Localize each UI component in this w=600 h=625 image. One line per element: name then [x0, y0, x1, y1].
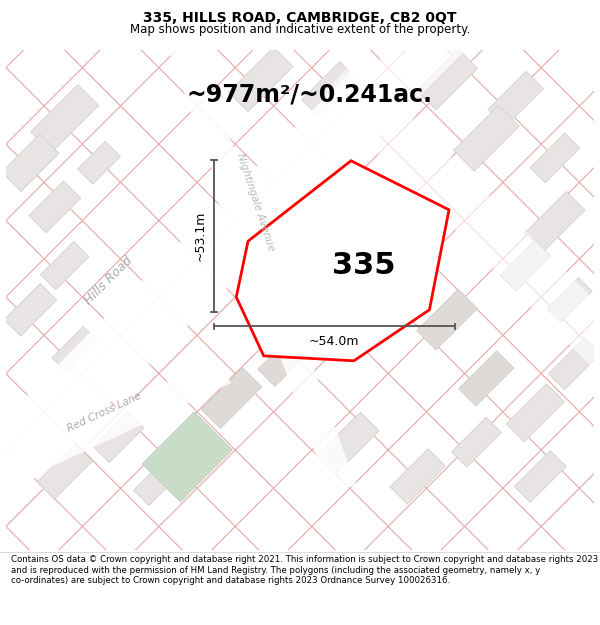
- Text: Red Cross Lane: Red Cross Lane: [65, 391, 143, 434]
- Polygon shape: [500, 241, 551, 291]
- Polygon shape: [452, 418, 502, 467]
- Text: Hills Road: Hills Road: [82, 254, 136, 307]
- Text: 335, HILLS ROAD, CAMBRIDGE, CB2 0QT: 335, HILLS ROAD, CAMBRIDGE, CB2 0QT: [143, 11, 457, 25]
- Polygon shape: [2, 134, 59, 191]
- Polygon shape: [77, 141, 121, 184]
- Polygon shape: [40, 241, 89, 290]
- Polygon shape: [454, 105, 519, 171]
- Polygon shape: [370, 258, 426, 313]
- Polygon shape: [488, 71, 544, 127]
- Polygon shape: [458, 351, 514, 406]
- Polygon shape: [314, 206, 374, 267]
- Polygon shape: [319, 412, 379, 472]
- Polygon shape: [525, 191, 585, 252]
- Polygon shape: [4, 284, 57, 336]
- Text: Map shows position and indicative extent of the property.: Map shows position and indicative extent…: [130, 23, 470, 36]
- Polygon shape: [94, 412, 144, 462]
- Text: ~977m²/~0.241ac.: ~977m²/~0.241ac.: [187, 82, 433, 106]
- Polygon shape: [302, 61, 357, 117]
- Polygon shape: [320, 61, 600, 372]
- Polygon shape: [146, 0, 356, 494]
- Polygon shape: [548, 338, 600, 390]
- Polygon shape: [142, 412, 232, 502]
- Text: ~53.1m: ~53.1m: [193, 211, 206, 261]
- Polygon shape: [157, 0, 541, 321]
- Polygon shape: [31, 84, 98, 152]
- Polygon shape: [29, 181, 81, 233]
- Polygon shape: [416, 49, 478, 110]
- Polygon shape: [0, 69, 398, 599]
- Text: Nightingale Avenue: Nightingale Avenue: [235, 152, 277, 252]
- Polygon shape: [530, 133, 580, 182]
- Polygon shape: [0, 358, 230, 487]
- Polygon shape: [390, 449, 445, 504]
- Polygon shape: [229, 47, 293, 112]
- Polygon shape: [201, 368, 262, 429]
- Polygon shape: [547, 278, 592, 322]
- Polygon shape: [236, 161, 449, 361]
- Polygon shape: [52, 326, 97, 371]
- Polygon shape: [506, 384, 565, 442]
- Polygon shape: [416, 289, 478, 350]
- Polygon shape: [134, 457, 182, 506]
- Text: ~54.0m: ~54.0m: [309, 334, 359, 348]
- Text: Contains OS data © Crown copyright and database right 2021. This information is : Contains OS data © Crown copyright and d…: [11, 555, 598, 585]
- Polygon shape: [37, 444, 92, 499]
- Polygon shape: [514, 451, 566, 503]
- Text: 335: 335: [332, 251, 395, 280]
- Polygon shape: [257, 331, 313, 386]
